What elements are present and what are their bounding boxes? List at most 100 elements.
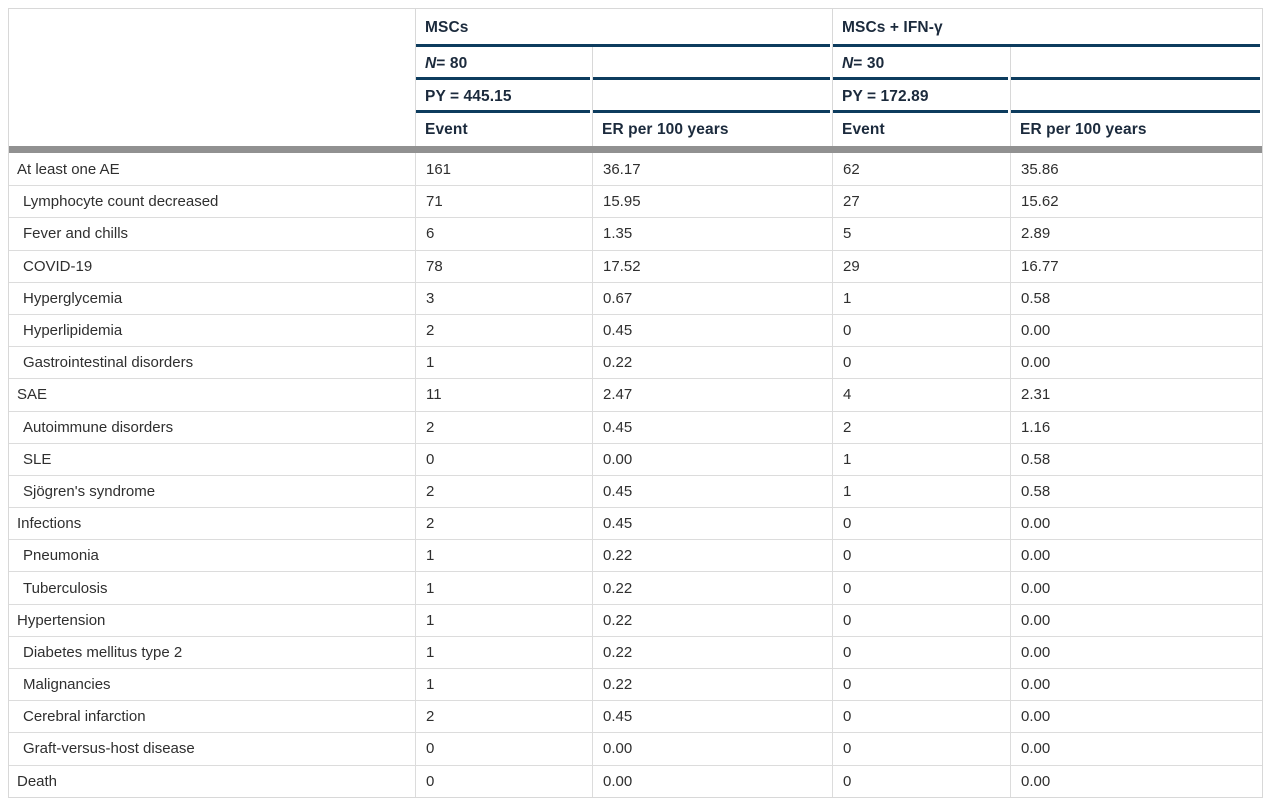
mscs-event-cell: 1	[415, 604, 592, 636]
ifn-er-cell: 0.00	[1010, 636, 1262, 668]
ifn-er-value: 0.00	[1021, 547, 1051, 565]
ifn-er-cell: 0.00	[1010, 765, 1262, 797]
ifn-er-value: 0.58	[1021, 289, 1051, 307]
header-empty-cell	[9, 9, 415, 47]
ifn-event-value: 27	[843, 193, 860, 211]
ae-label: Malignancies	[23, 676, 111, 694]
ae-label: Hypertension	[17, 611, 106, 629]
mscs-er-cell: 0.22	[592, 636, 832, 668]
mscs-event-value: 2	[426, 418, 435, 436]
header-spacer-cell	[1010, 80, 1262, 113]
mscs-event-value: 78	[426, 257, 443, 275]
mscs-er-cell: 36.17	[592, 153, 832, 186]
mscs-er-value: 0.22	[603, 611, 633, 629]
ifn-er-cell: 1.16	[1010, 411, 1262, 443]
ae-label-cell: Fever and chills	[9, 218, 415, 249]
ifn-event-value: 1	[843, 482, 852, 500]
mscs-event-cell: 2	[415, 475, 592, 508]
ae-label: Diabetes mellitus type 2	[23, 643, 183, 661]
ae-label: Sjögren's syndrome	[23, 482, 156, 500]
ifn-event-cell: 62	[832, 153, 1010, 186]
mscs-event-value: 0	[426, 772, 435, 790]
ifn-event-value: 0	[843, 740, 852, 758]
ifn-event-value: 62	[843, 160, 860, 178]
column-header-event-mscs-ifn: Event	[832, 113, 1010, 146]
column-header-label: Event	[842, 120, 885, 138]
mscs-event-value: 1	[426, 547, 435, 565]
mscs-er-cell: 0.00	[592, 765, 832, 797]
ae-label: At least one AE	[17, 160, 120, 178]
mscs-event-value: 2	[426, 482, 435, 500]
header-divider-bar	[9, 146, 1262, 153]
ae-label: Lymphocyte count decreased	[23, 193, 219, 211]
ifn-event-value: 4	[843, 386, 852, 404]
mscs-er-cell: 0.45	[592, 314, 832, 347]
mscs-event-cell: 1	[415, 347, 592, 379]
mscs-event-cell: 0	[415, 443, 592, 475]
ifn-er-value: 0.00	[1021, 354, 1051, 372]
n-value-mscs: N = 80	[415, 47, 592, 80]
ifn-er-cell: 0.00	[1010, 540, 1262, 572]
table-body: At least one AE 161 36.17 62 35.86	[9, 153, 1262, 797]
ifn-er-value: 0.00	[1021, 676, 1051, 694]
mscs-event-value: 11	[426, 386, 442, 404]
table-row: SLE 0 0.00 1 0.58	[9, 442, 1262, 475]
header-spacer-cell	[592, 47, 832, 80]
ifn-event-cell: 0	[832, 347, 1010, 379]
ifn-event-cell: 1	[832, 443, 1010, 475]
table-row: Autoimmune disorders 2 0.45 2 1.16	[9, 410, 1262, 443]
ifn-er-value: 0.00	[1021, 611, 1051, 629]
ifn-event-cell: 0	[832, 733, 1010, 765]
ifn-er-cell: 0.58	[1010, 443, 1262, 475]
column-header-event-mscs: Event	[415, 113, 592, 146]
ae-label-cell: Autoimmune disorders	[9, 412, 415, 443]
ae-label: Hyperglycemia	[23, 289, 123, 307]
mscs-event-value: 6	[426, 225, 435, 243]
table-row: Diabetes mellitus type 2 1 0.22 0 0.00	[9, 635, 1262, 668]
ifn-event-value: 0	[843, 772, 852, 790]
table-row: Graft-versus-host disease 0 0.00 0 0.00	[9, 732, 1262, 765]
ae-label: Tuberculosis	[23, 579, 108, 597]
ifn-er-value: 0.00	[1021, 322, 1051, 340]
mscs-event-cell: 161	[415, 153, 592, 186]
mscs-event-cell: 2	[415, 411, 592, 443]
ifn-event-cell: 0	[832, 540, 1010, 572]
group-title-mscs: MSCs	[415, 9, 832, 47]
ifn-er-value: 2.89	[1021, 225, 1051, 243]
ifn-er-value: 15.62	[1021, 193, 1059, 211]
ifn-er-cell: 2.89	[1010, 218, 1262, 250]
table-header: MSCs MSCs + IFN-γ N = 80 N = 30	[9, 9, 1262, 146]
mscs-er-value: 0.22	[603, 547, 633, 565]
mscs-er-cell: 0.45	[592, 508, 832, 540]
ifn-er-cell: 2.31	[1010, 379, 1262, 411]
mscs-event-cell: 1	[415, 669, 592, 701]
column-separator-line	[592, 47, 593, 146]
mscs-er-cell: 2.47	[592, 379, 832, 411]
mscs-er-cell: 0.00	[592, 733, 832, 765]
ae-label-cell: Hyperglycemia	[9, 283, 415, 314]
mscs-event-value: 3	[426, 289, 435, 307]
ifn-event-cell: 0	[832, 701, 1010, 733]
py-label: PY = 172.89	[842, 87, 929, 105]
ifn-er-cell: 0.58	[1010, 282, 1262, 314]
ae-label-cell: Hypertension	[9, 605, 415, 636]
mscs-er-cell: 0.67	[592, 282, 832, 314]
ifn-er-value: 1.16	[1021, 418, 1051, 436]
ifn-er-value: 2.31	[1021, 386, 1051, 404]
ifn-event-cell: 27	[832, 186, 1010, 218]
ae-label-cell: Graft-versus-host disease	[9, 733, 415, 764]
ae-label: Death	[17, 772, 58, 790]
ifn-event-value: 0	[843, 579, 852, 597]
ifn-event-value: 0	[843, 676, 852, 694]
ae-label: Infections	[17, 515, 82, 533]
column-header-er-mscs: ER per 100 years	[592, 113, 832, 146]
ifn-event-cell: 4	[832, 379, 1010, 411]
mscs-er-value: 0.45	[603, 515, 633, 533]
ifn-er-cell: 0.00	[1010, 604, 1262, 636]
table-row: Death 0 0.00 0 0.00	[9, 764, 1262, 797]
header-row-groups: MSCs MSCs + IFN-γ	[9, 9, 1262, 47]
mscs-er-value: 1.35	[603, 225, 633, 243]
ifn-er-value: 0.00	[1021, 579, 1051, 597]
ifn-er-cell: 0.00	[1010, 347, 1262, 379]
table-row: Infections 2 0.45 0 0.00	[9, 507, 1262, 540]
